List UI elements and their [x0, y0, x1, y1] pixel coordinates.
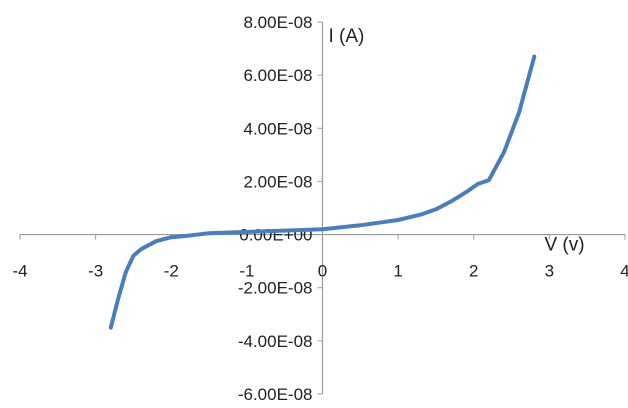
- y-tick-group: 8.00E-086.00E-084.00E-082.00E-080.00E+00…: [238, 13, 323, 404]
- y-tick-label: 2.00E-08: [244, 172, 313, 191]
- x-tick-label: 3: [545, 262, 554, 281]
- y-tick-label: -2.00E-08: [238, 279, 313, 298]
- x-tick-label: 0: [318, 262, 327, 281]
- x-axis-label: V (v): [544, 235, 584, 256]
- x-tick-label: 4: [620, 262, 628, 281]
- y-tick-label: 6.00E-08: [244, 66, 313, 85]
- x-tick-label: -1: [239, 262, 254, 281]
- y-tick-label: 4.00E-08: [244, 119, 313, 138]
- y-axis-label: I (A): [329, 26, 365, 47]
- x-tick-label: 1: [393, 262, 402, 281]
- y-tick-label: -4.00E-08: [238, 332, 313, 351]
- series-layer: [108, 54, 537, 330]
- x-tick-group: -4 -3 -2 -1 0 1 2 3 4: [12, 234, 628, 281]
- y-tick-label: 8.00E-08: [244, 13, 313, 32]
- x-tick-label: -2: [164, 262, 179, 281]
- x-tick-label: -4: [12, 262, 27, 281]
- y-tick-label: -6.00E-08: [238, 385, 313, 403]
- x-tick-label: 2: [469, 262, 478, 281]
- series-line: [108, 54, 537, 330]
- axes: [20, 22, 625, 394]
- x-tick-label: -3: [88, 262, 103, 281]
